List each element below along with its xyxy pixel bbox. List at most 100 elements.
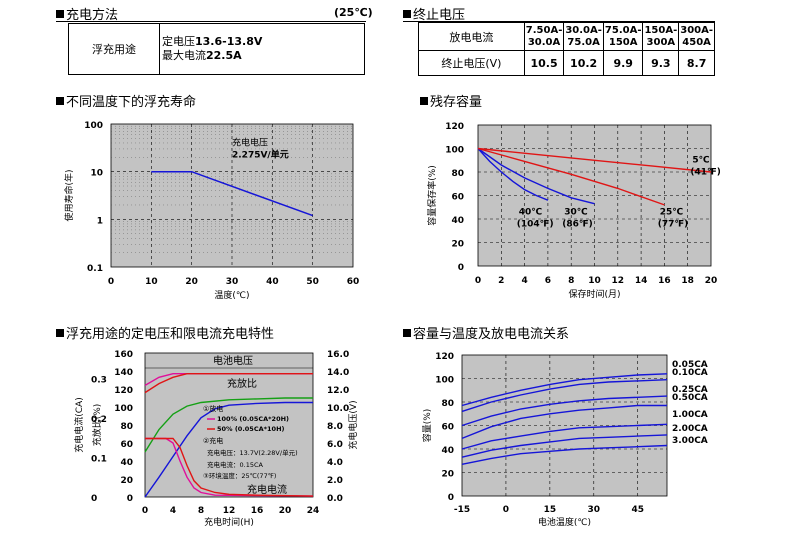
discharge-range-end: 75.0A: [567, 36, 600, 48]
capacity-temperature-heading: 容量与温度及放电电流关系: [403, 323, 569, 342]
life-curve: [151, 170, 313, 217]
plot-area: [110, 123, 354, 268]
charge-voltage-prefix: 定电压: [162, 35, 195, 48]
cutoff-voltage-value: 8.7: [678, 50, 715, 76]
series-label-temperature: 30℃: [564, 207, 588, 217]
series-label-temperature: 5℃: [692, 156, 709, 166]
ratio-tick-label: 120: [114, 386, 133, 396]
bullet-square-icon: [403, 10, 411, 18]
ratio-tick-label: 40: [120, 458, 133, 468]
voltage-tick-label: 2.0: [327, 476, 343, 486]
x-tick-label: 0: [503, 505, 509, 515]
charge-method-heading: 充电方法: [56, 4, 118, 23]
voltage-axis-label: 充电电压(V): [347, 400, 359, 449]
voltage-tick-label: 12.0: [327, 386, 349, 396]
x-tick-label: 12: [612, 276, 625, 286]
charge-method-table: 浮充用途 定电压13.6-13.8V 最大电流22.5A: [68, 23, 365, 75]
annotation-label: 充电电压: [232, 137, 268, 149]
max-current-line: 最大电流22.5A: [162, 49, 363, 63]
max-current-value: 22.5A: [206, 49, 242, 62]
x-tick-label: 45: [631, 505, 644, 515]
float-life-title: 不同温度下的浮充寿命: [66, 95, 197, 110]
y-tick-label: 100: [435, 376, 454, 386]
x-tick-label: 20: [705, 276, 718, 286]
float-life-chart: 0.1 1 10 100 0 10 20 30 40 50 60 充电电压2.275V/单元温度(℃)…: [63, 121, 359, 301]
ratio-tick-label: 140: [114, 368, 133, 378]
series-label: 0.10CA: [672, 368, 708, 378]
y-tick-label: 100: [84, 121, 103, 131]
voltage-tick-label: 4.0: [327, 458, 343, 468]
bullet-square-icon: [420, 97, 428, 105]
retention-curve: [477, 148, 549, 201]
discharge-current-cell: 300A- 450A: [678, 22, 715, 51]
cutoff-voltage-table: 放电电流 7.50A- 30.0A 30.0A- 75.0A 75.0A- 150A …: [418, 22, 715, 76]
series-label-fahrenheit: (104℉): [517, 219, 554, 229]
y-tick-label: 120: [435, 352, 454, 362]
cutoff-voltage-heading: 终止电压: [403, 4, 465, 23]
x-tick-label: 20: [279, 506, 292, 516]
current-100-curve: [145, 437, 314, 497]
x-tick-label: 30: [226, 277, 239, 287]
capacity-curve: [461, 434, 668, 458]
capacity-curve: [461, 395, 668, 427]
ratio-tick-label: 0: [127, 494, 133, 504]
residual-capacity-chart: 0 20 40 60 80 100 120 0 2 4 6 8 10 12 14 16 18 20 40℃ (104℉…: [426, 122, 720, 300]
charge-method-temp-note: (25℃): [334, 6, 373, 19]
x-tick-label: 18: [681, 276, 694, 286]
cutoff-voltage-value: 9.9: [602, 50, 644, 76]
x-tick-label: 10: [145, 277, 158, 287]
series-label: 0.50CA: [672, 393, 708, 403]
x-tick-label: 30: [588, 505, 601, 515]
x-tick-label: 50: [306, 277, 319, 287]
x-tick-label: 16: [251, 506, 264, 516]
x-tick-label: 6: [545, 276, 551, 286]
cutoff-voltage-value: 9.3: [642, 50, 680, 76]
discharge-range-start: 30.0A-: [565, 24, 602, 36]
discharge-current-cell: 150A- 300A: [642, 22, 680, 51]
capacity-curve: [461, 379, 668, 413]
legend-charge: ②充电: [203, 436, 223, 445]
legend-discharge: ①放电: [203, 404, 223, 413]
charge-voltage-line: 定电压13.6-13.8V: [162, 35, 363, 49]
ratio-tick-label: 60: [120, 440, 133, 450]
ratio-tick-label: 160: [114, 350, 133, 360]
y-tick-label: 120: [445, 122, 464, 132]
charge-voltage-value: 13.6-13.8V: [195, 35, 263, 48]
cutoff-voltage-value: 10.5: [523, 50, 565, 76]
voltage-tick-label: 14.0: [327, 368, 349, 378]
x-axis-label: 电池温度(℃): [538, 516, 591, 528]
x-tick-label: 10: [588, 276, 601, 286]
x-tick-label: 14: [635, 276, 648, 286]
x-axis-label: 温度(℃): [214, 289, 249, 301]
series-label-fahrenheit: (77℉): [658, 219, 689, 229]
residual-capacity-heading: 残存容量: [420, 91, 482, 110]
charge-characteristics-chart: 0204060801001201401600.02.04.06.08.010.0…: [73, 350, 359, 528]
discharge-range-end: 450A: [682, 36, 711, 48]
series-label: 2.00CA: [672, 424, 708, 434]
charge-characteristics-title: 浮充用途的定电压和限电流充电特性: [66, 327, 275, 342]
legend-charge-current: 充电电流：0.15CA: [207, 460, 264, 469]
charge-method-rule: [56, 21, 366, 22]
y-tick-label: 60: [451, 193, 464, 203]
charge-method-title: 充电方法: [66, 8, 119, 23]
y-axis-label: 使用寿命(年): [63, 169, 75, 221]
x-tick-label: 20: [185, 277, 198, 287]
y-tick-label: 10: [90, 169, 103, 179]
legend-ambient-temperature: ③环境温度：25℃(77℉): [203, 471, 276, 480]
charge-method-row-label: 浮充用途: [68, 23, 160, 75]
ratio-50-curve: [144, 397, 313, 453]
cutoff-voltage-value: 10.2: [563, 50, 604, 76]
x-axis-label: 充电时间(H): [204, 516, 254, 528]
current-50-curve: [145, 437, 314, 497]
bullet-square-icon: [56, 97, 64, 105]
y-axis-label: 容量(%): [421, 409, 433, 443]
ratio-curve-label: 充放比: [227, 377, 257, 390]
series-label: 1.00CA: [672, 410, 708, 420]
discharge-current-row: 放电电流 7.50A- 30.0A 30.0A- 75.0A 75.0A- 150A …: [418, 22, 715, 51]
y-tick-label: 20: [441, 470, 454, 480]
legend-charge-voltage: 充电电压：13.7V(2.28V/单元): [207, 448, 298, 457]
y-tick-label: 40: [441, 446, 454, 456]
legend-discharge-100: 100% (0.05CA*20H): [217, 415, 289, 423]
charge-method-values: 定电压13.6-13.8V 最大电流22.5A: [159, 23, 365, 75]
x-tick-label: 8: [568, 276, 574, 286]
